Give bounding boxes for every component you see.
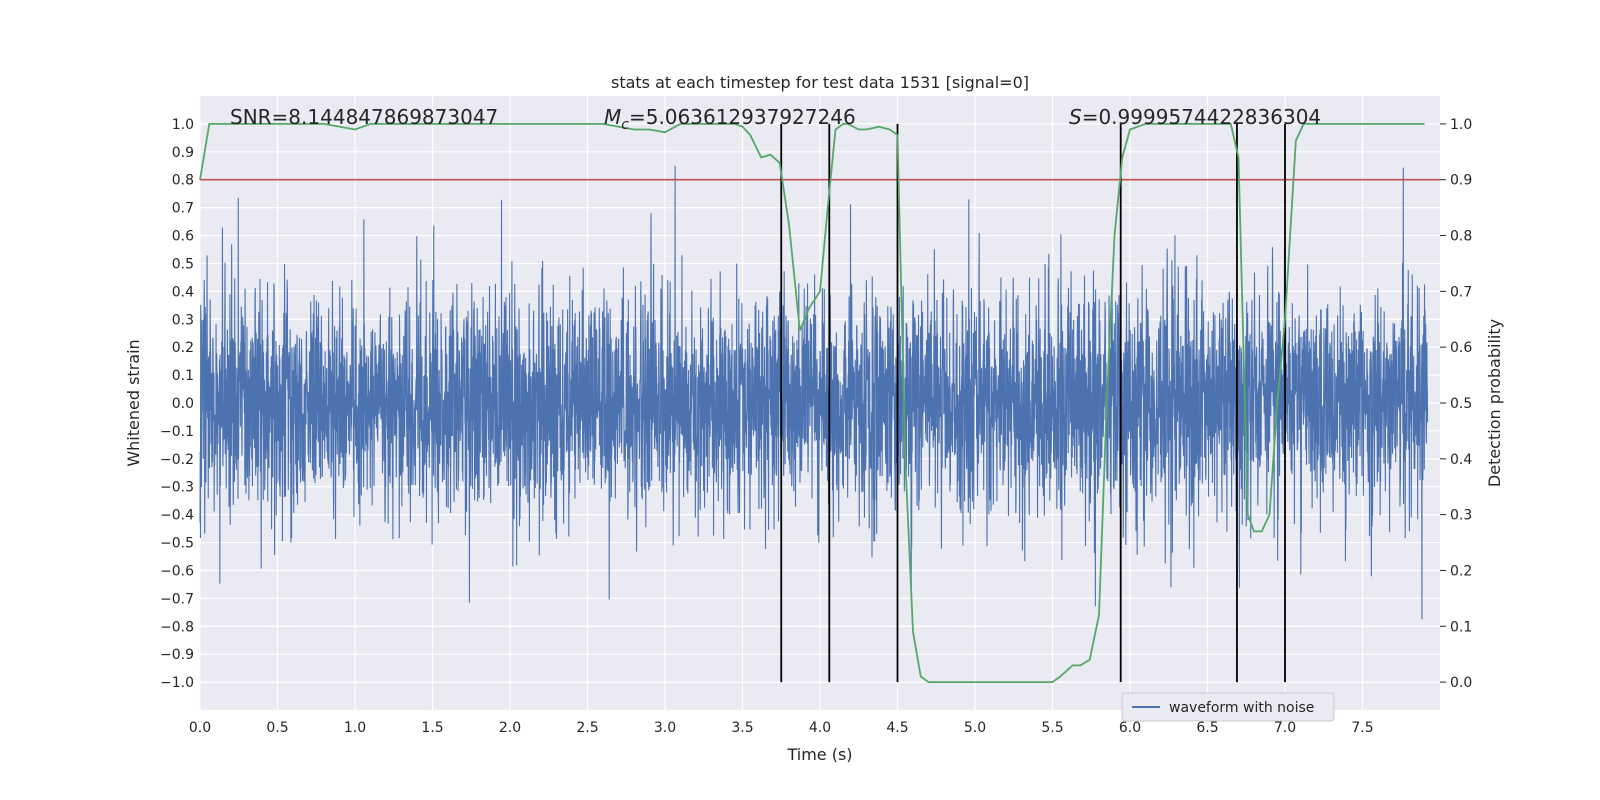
mc-annotation: Mc=5.063612937927246	[604, 105, 856, 133]
y-right-tick-label: 0.9	[1450, 173, 1472, 189]
y-left-tick-label: 0.9	[172, 145, 194, 161]
chart-title: stats at each timestep for test data 153…	[611, 73, 1029, 92]
legend: waveform with noise	[1121, 692, 1335, 722]
x-tick-label: 7.5	[1351, 720, 1373, 736]
x-axis-label: Time (s)	[786, 745, 852, 764]
y-right-tick-label: 0.7	[1450, 284, 1472, 300]
tick-labels-layer: 0.0 0.5 1.0 1.5 2.0 2.5 3.0 3.5 4.0 4.5 5.0 5.5 6.0 6…	[160, 117, 1472, 736]
x-tick-label: 6.0	[1119, 720, 1141, 736]
y-left-tick-label: 0.5	[172, 256, 194, 272]
snr-annotation: SNR=8.144847869873047	[230, 105, 498, 129]
mc-value: =5.063612937927246	[629, 105, 856, 129]
s-value: =0.9999574422836304	[1082, 105, 1321, 129]
x-tick-label: 2.0	[499, 720, 521, 736]
y-left-tick-label: −0.8	[160, 619, 194, 635]
y-right-tick-label: 0.4	[1450, 452, 1472, 468]
y-right-tick-label: 0.8	[1450, 229, 1472, 245]
x-tick-label: 5.0	[964, 720, 986, 736]
y-left-tick-label: 0.8	[172, 173, 194, 189]
y-axis-left-label: Whitened strain	[124, 339, 143, 466]
y-right-tick-label: 0.2	[1450, 563, 1472, 579]
y-left-tick-label: 0.0	[172, 396, 194, 412]
probability-line	[199, 123, 1425, 683]
y-left-tick-label: 0.6	[172, 229, 194, 245]
y-left-tick-label: 0.1	[172, 368, 194, 384]
y-left-tick-label: 0.7	[172, 201, 194, 217]
y-left-tick-label: −0.3	[160, 480, 194, 496]
waveform-line	[199, 165, 1429, 620]
x-tick-label: 7.0	[1274, 720, 1296, 736]
y-right-tick-label: 0.5	[1450, 396, 1472, 412]
x-tick-label: 0.5	[266, 720, 288, 736]
x-tick-label: 1.0	[344, 720, 366, 736]
y-left-tick-label: 0.4	[172, 284, 194, 300]
x-tick-label: 6.5	[1196, 720, 1218, 736]
y-left-tick-label: 0.2	[172, 340, 194, 356]
x-tick-label: 4.0	[809, 720, 831, 736]
y-axis-right-label: Detection probability	[1485, 319, 1504, 487]
y-left-tick-label: −0.1	[160, 424, 194, 440]
x-tick-label: 0.0	[189, 720, 211, 736]
waveform-layer	[199, 165, 1429, 620]
y-left-tick-label: −0.6	[160, 563, 194, 579]
probability-layer	[199, 123, 1425, 683]
y-left-tick-label: −0.5	[160, 536, 194, 552]
legend-label-waveform: waveform with noise	[1169, 700, 1314, 716]
y-right-tick-label: 0.1	[1450, 619, 1472, 635]
y-left-tick-label: 0.3	[172, 312, 194, 328]
y-right-tick-label: 1.0	[1450, 117, 1472, 133]
y-left-tick-label: −0.9	[160, 647, 194, 663]
mc-subscript: c	[621, 117, 629, 133]
s-annotation: S=0.9999574422836304	[1069, 105, 1321, 129]
y-left-tick-label: −0.4	[160, 508, 194, 524]
legend-box	[1121, 692, 1335, 722]
x-tick-label: 3.5	[731, 720, 753, 736]
vertical-lines-layer	[780, 123, 1286, 683]
y-left-tick-label: −0.7	[160, 591, 194, 607]
y-left-tick-label: −1.0	[160, 675, 194, 691]
x-tick-label: 3.0	[654, 720, 676, 736]
y-right-tick-label: 0.0	[1450, 675, 1472, 691]
s-symbol: S	[1069, 105, 1082, 129]
mc-symbol: M	[604, 105, 621, 129]
y-right-tick-label: 0.6	[1450, 340, 1472, 356]
x-tick-label: 1.5	[421, 720, 443, 736]
y-left-tick-label: 1.0	[172, 117, 194, 133]
x-tick-label: 5.5	[1041, 720, 1063, 736]
y-left-tick-label: −0.2	[160, 452, 194, 468]
x-tick-label: 4.5	[886, 720, 908, 736]
y-right-tick-label: 0.3	[1450, 508, 1472, 524]
x-tick-label: 2.5	[576, 720, 598, 736]
